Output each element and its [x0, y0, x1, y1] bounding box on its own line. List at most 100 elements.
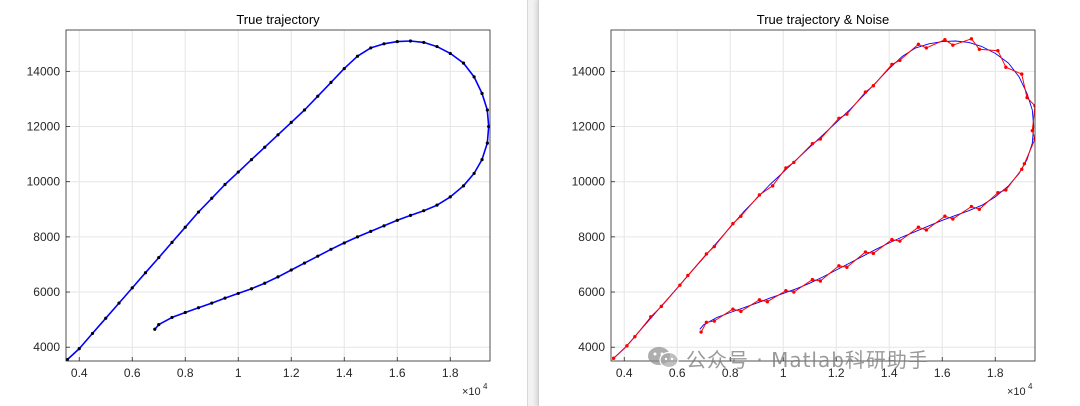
series-0-point-0 [66, 358, 69, 361]
series-0-point-51 [289, 268, 293, 272]
series-1-point-38 [1004, 188, 1008, 192]
series-0-point-31 [472, 75, 476, 79]
series-1-point-24 [924, 46, 929, 50]
series-0-point-44 [382, 224, 386, 228]
figure-window-right: 0.4 0.6 0.8 1 1.2 1.4 1.6 1.8 4000 6000 8000 10000 1… [538, 0, 1080, 406]
watermark-text: 公众号 · Matlab科研助手 [686, 347, 929, 372]
series-0-point-7 [157, 255, 161, 260]
x-exponent-power: 4 [483, 382, 488, 391]
series-0-point-24 [382, 42, 386, 46]
plot-area [66, 30, 490, 361]
series-1-point-3 [649, 315, 653, 319]
series-0-point-12 [223, 182, 227, 187]
trajectory-noise-chart: 0.4 0.6 0.8 1 1.2 1.4 1.6 1.8 4000 6000 8000 10000 1… [572, 12, 1036, 398]
series-0-point-27 [422, 40, 426, 45]
series-1-point-60 [712, 319, 717, 323]
series-0-point-50 [302, 261, 307, 265]
series-0-point-3 [104, 316, 108, 320]
series-0-point-48 [329, 247, 333, 251]
series-0-point-46 [355, 235, 360, 239]
series-1-point-50 [845, 265, 849, 269]
series-0-point-17 [289, 120, 293, 125]
y-tick-label: 10000 [27, 175, 61, 189]
x-tick-label: 0.6 [669, 366, 686, 380]
series-0-point-52 [276, 275, 280, 279]
x-tick-label: 0.8 [177, 366, 194, 380]
series-0-point-5 [130, 286, 134, 290]
series-1-point-30 [1004, 65, 1008, 69]
series-0-point-11 [210, 196, 214, 200]
series-1-point-12 [770, 184, 775, 188]
series-0-point-49 [316, 254, 320, 258]
chart-title: True trajectory & Noise [757, 12, 889, 27]
x-exponent-label: ×10 [462, 386, 481, 398]
series-0-point-19 [316, 94, 320, 98]
series-1-point-25 [943, 37, 947, 42]
series-1-point-46 [898, 239, 902, 243]
y-tick-label: 6000 [33, 285, 60, 299]
series-1-point-40 [977, 207, 982, 211]
series-0-point-59 [183, 310, 187, 315]
series-0-point-9 [183, 225, 187, 229]
series-0-point-60 [170, 315, 174, 320]
series-0-point-1 [77, 346, 81, 351]
series-1-point-26 [951, 43, 955, 47]
x-tick-label: 1 [780, 366, 787, 380]
series-0-point-22 [355, 54, 360, 58]
series-0-point-26 [408, 39, 413, 43]
series-0-point-38 [461, 184, 466, 188]
x-tick-label: 0.8 [722, 366, 739, 380]
series-1-point-49 [863, 250, 868, 254]
series-0-point-61 [157, 322, 161, 327]
series-1-point-57 [757, 298, 762, 302]
series-0-point-13 [236, 170, 240, 174]
y-tick-label: 8000 [33, 230, 60, 244]
series-1-point-6 [686, 273, 690, 278]
series-0-point-20 [329, 80, 333, 85]
x-tick-label: 1.6 [934, 366, 951, 380]
series-0-point-41 [422, 209, 426, 213]
series-0-point-14 [249, 158, 254, 162]
series-1-point-18 [845, 112, 849, 116]
series-0-point-25 [395, 39, 399, 44]
series-0-point-6 [143, 271, 148, 275]
x-tick-label: 0.4 [616, 366, 633, 380]
series-1-point-53 [810, 277, 815, 282]
x-exponent-power: 4 [1028, 382, 1033, 391]
series-0-point-35 [485, 141, 489, 145]
series-1-point-47 [890, 237, 894, 242]
series-1-point-0 [611, 356, 616, 360]
series-1-point-54 [792, 290, 796, 294]
plot-area [611, 30, 1035, 361]
series-1-point-45 [916, 225, 921, 229]
series-0-point-37 [472, 171, 476, 176]
series-1-point-58 [739, 309, 743, 314]
figure-window-left: 0.4 0.6 0.8 1 1.2 1.4 1.6 1.8 4000 6000 8000 10000 1… [0, 0, 528, 406]
x-tick-label: 1.2 [283, 366, 300, 380]
series-1-point-16 [818, 137, 823, 141]
series-1-point-8 [712, 244, 717, 249]
series-0-point-45 [369, 229, 373, 233]
y-tick-label: 12000 [27, 120, 61, 134]
x-tick-label: 1.8 [987, 366, 1004, 380]
series-0-point-2 [90, 331, 95, 336]
y-tick-label: 4000 [578, 340, 605, 354]
series-0-point-55 [236, 291, 240, 296]
window-gap [528, 0, 538, 406]
series-1-point-43 [943, 214, 947, 218]
x-tick-label: 0.4 [71, 366, 88, 380]
x-tick-label: 1.8 [442, 366, 459, 380]
series-0-point-4 [117, 301, 121, 305]
series-1-point-23 [916, 42, 921, 47]
x-tick-label: 1.6 [389, 366, 406, 380]
series-1-point-37 [1020, 167, 1024, 171]
series-1-point-4 [659, 304, 664, 309]
series-1-point-39 [996, 191, 1000, 195]
series-1-point-22 [898, 58, 902, 63]
series-1-point-62 [699, 330, 703, 334]
series-1-point-10 [739, 214, 743, 218]
series-0-point-40 [435, 203, 439, 207]
series-0-point-56 [223, 296, 227, 300]
series-group [66, 39, 490, 361]
series-0-point-28 [435, 44, 439, 49]
